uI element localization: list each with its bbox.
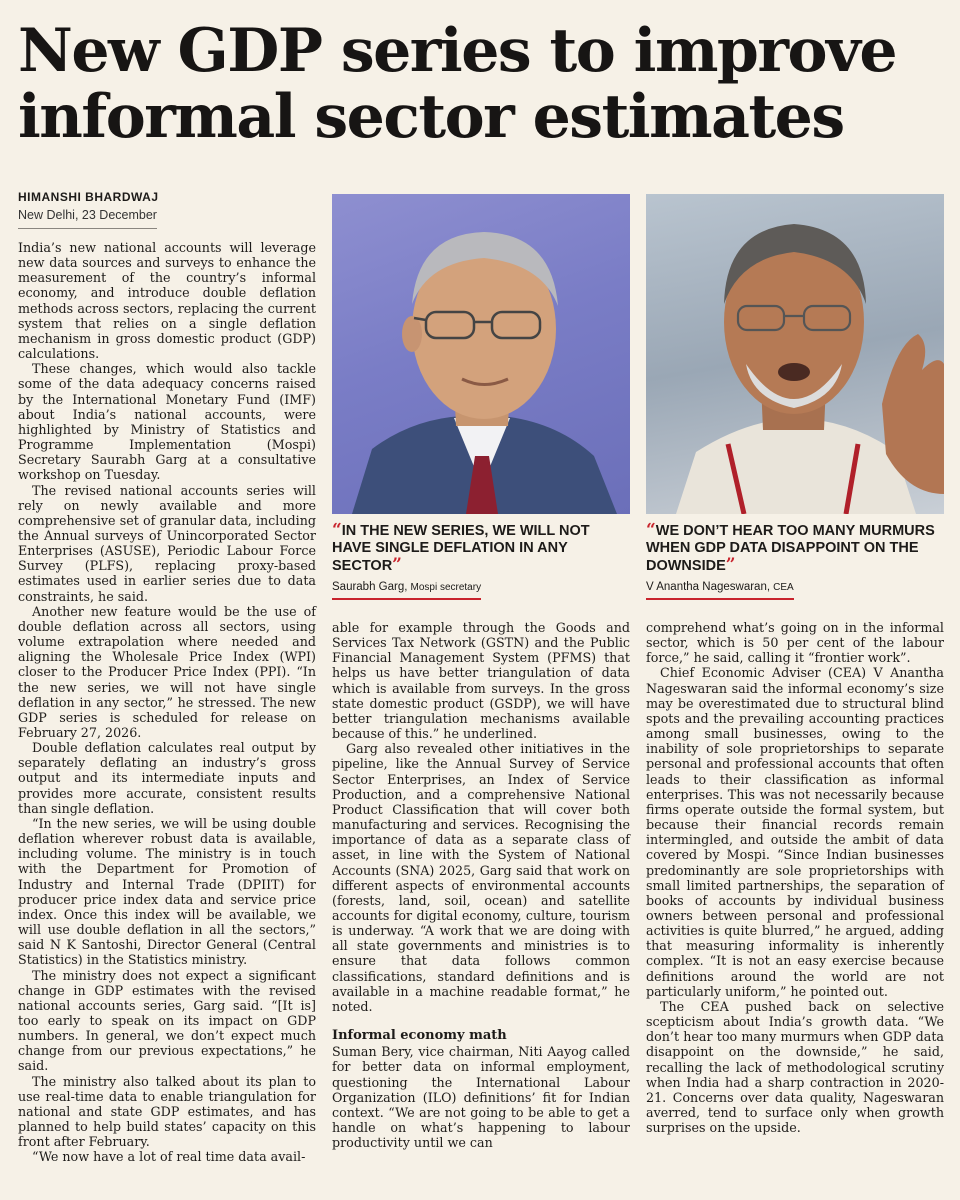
portrait-illustration xyxy=(676,224,944,514)
paragraph: The revised national accounts series wil… xyxy=(18,482,316,604)
byline-author: HIMANSHI BHARDWAJ xyxy=(18,190,159,204)
pull-quote-text: “WE DON’T HEAR TOO MANY MURMURS WHEN GDP… xyxy=(646,522,944,575)
headline: New GDP series to improve informal secto… xyxy=(18,16,898,152)
quote-close-mark: ” xyxy=(392,555,402,575)
pull-quote-body: IN THE NEW SERIES, WE WILL NOT HAVE SING… xyxy=(332,523,590,574)
paragraph: These changes, which would also tackle s… xyxy=(18,361,316,483)
attribution-name: Saurabh Garg, xyxy=(332,581,408,593)
attribution-role: Mospi secretary xyxy=(410,582,482,593)
quote-close-mark: ” xyxy=(725,555,736,575)
paragraph: The CEA pushed back on selective sceptic… xyxy=(646,998,944,1136)
paragraph: comprehend what’s going on in the inform… xyxy=(646,620,944,666)
paragraph: Chief Economic Adviser (CEA) V Anantha N… xyxy=(646,665,944,999)
article-column-2: able for example through the Goods and S… xyxy=(332,620,630,1150)
paragraph: Garg also revealed other initiatives in … xyxy=(332,741,630,1014)
article-column-1: India’s new national accounts will lever… xyxy=(18,240,316,1165)
byline-dateline: New Delhi, 23 December xyxy=(18,208,157,229)
paragraph: India’s new national accounts will lever… xyxy=(18,240,316,362)
byline: HIMANSHI BHARDWAJ New Delhi, 23 December xyxy=(18,190,318,229)
pull-quote-text: “IN THE NEW SERIES, WE WILL NOT HAVE SIN… xyxy=(332,522,630,575)
paragraph: “In the new series, we will be using dou… xyxy=(18,815,316,968)
photo-v-anantha-nageswaran xyxy=(646,194,944,514)
pull-quote-body: WE DON’T HEAR TOO MANY MURMURS WHEN GDP … xyxy=(646,523,935,574)
subheading: Informal economy math xyxy=(332,1028,507,1044)
pull-quote-nageswaran: “WE DON’T HEAR TOO MANY MURMURS WHEN GDP… xyxy=(646,522,944,600)
paragraph: The ministry does not expect a significa… xyxy=(18,967,316,1074)
attribution-role: CEA xyxy=(773,582,794,593)
pull-quote-attribution: Saurabh Garg, Mospi secretary xyxy=(332,581,482,600)
article-column-3: comprehend what’s going on in the inform… xyxy=(646,620,944,1135)
paragraph: “We now have a lot of real time data ava… xyxy=(32,1149,306,1165)
paragraph: Double deflation calculates real output … xyxy=(18,740,316,816)
quote-open-mark: “ xyxy=(332,520,342,540)
quote-open-mark: “ xyxy=(646,520,656,540)
paragraph: Suman Bery, vice chairman, Niti Aayog ca… xyxy=(332,1044,630,1151)
paragraph: The ministry also talked about its plan … xyxy=(18,1073,316,1150)
attribution-name: V Anantha Nageswaran, xyxy=(646,581,771,593)
photo-saurabh-garg xyxy=(332,194,630,514)
paragraph: Another new feature would be the use of … xyxy=(18,603,316,740)
pull-quote-attribution: V Anantha Nageswaran, CEA xyxy=(646,581,794,600)
pull-quote-garg: “IN THE NEW SERIES, WE WILL NOT HAVE SIN… xyxy=(332,522,630,600)
portrait-illustration xyxy=(352,232,617,514)
paragraph: able for example through the Goods and S… xyxy=(332,620,630,742)
